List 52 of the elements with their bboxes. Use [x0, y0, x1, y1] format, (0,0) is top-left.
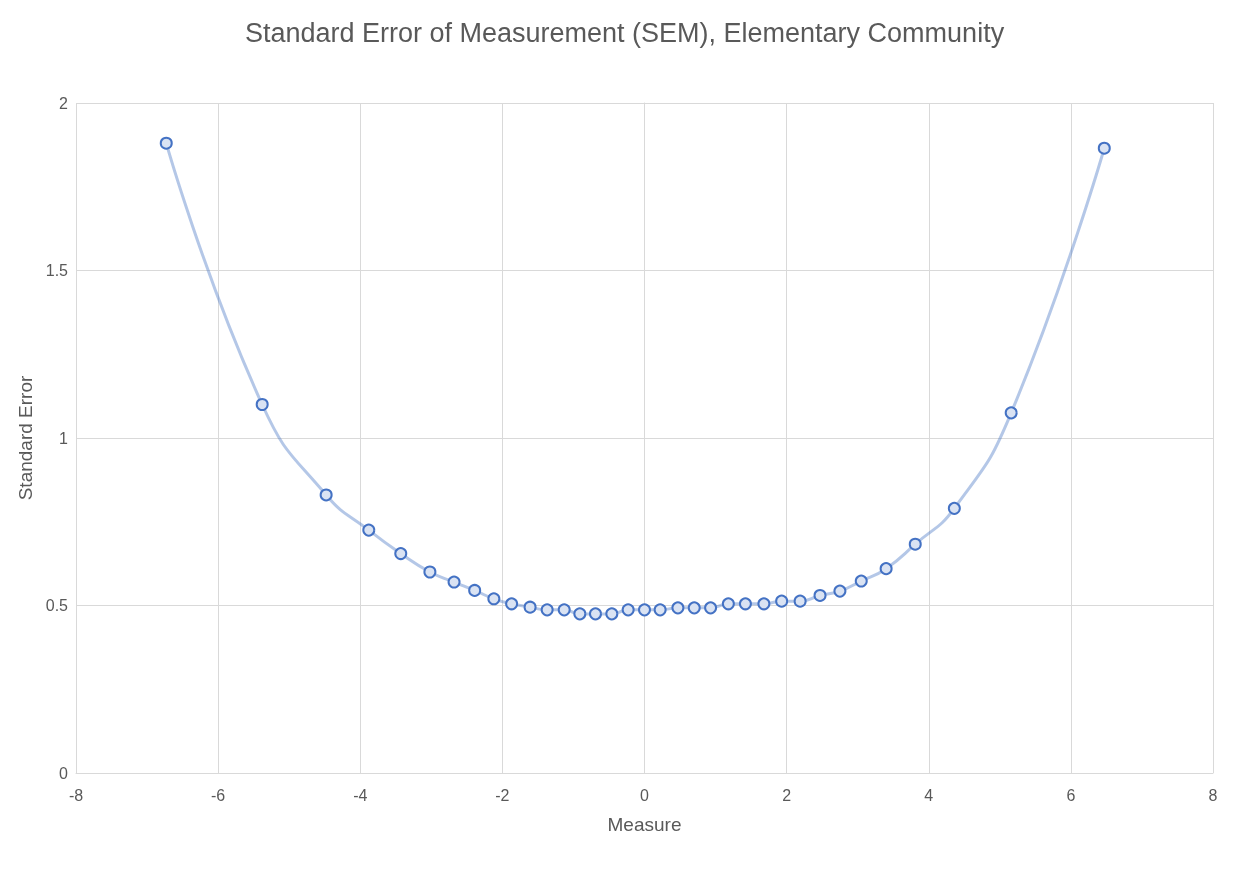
x-tick-label: -2 — [495, 786, 510, 804]
y-tick-label: 2 — [59, 94, 69, 112]
point — [854, 574, 868, 588]
point — [775, 594, 789, 608]
point — [687, 601, 701, 615]
x-tick-label: -8 — [68, 786, 84, 804]
x-tick-label: -4 — [353, 786, 368, 804]
x-tick-label: -6 — [211, 786, 226, 804]
y-tick-label: 1 — [59, 429, 69, 447]
point — [1004, 406, 1018, 420]
point — [573, 607, 587, 621]
y-axis-title: Standard Error — [14, 375, 36, 501]
point — [588, 607, 602, 621]
point — [813, 588, 827, 602]
x-tick-label: 6 — [1066, 786, 1076, 804]
y-tick-label: 1.5 — [45, 262, 69, 279]
point — [638, 603, 651, 617]
point — [423, 565, 437, 579]
point — [540, 603, 554, 617]
point — [879, 562, 893, 576]
x-tick-label: 4 — [924, 786, 934, 804]
point — [908, 537, 922, 551]
point — [255, 398, 269, 411]
point — [704, 601, 718, 615]
point — [833, 584, 847, 598]
point — [362, 523, 376, 537]
point — [605, 607, 619, 621]
x-tick-label: 8 — [1208, 786, 1218, 804]
y-tick-label: 0.5 — [45, 597, 69, 614]
point — [159, 136, 173, 150]
point — [487, 592, 501, 606]
point — [721, 597, 735, 611]
point — [447, 575, 461, 589]
point — [793, 594, 807, 608]
point — [757, 597, 771, 611]
point — [653, 603, 667, 617]
point — [468, 583, 482, 597]
point — [505, 597, 519, 611]
point — [947, 501, 961, 515]
y-tick-label: 0 — [59, 764, 69, 782]
point — [671, 601, 685, 615]
point — [738, 597, 752, 611]
x-tick-label: 2 — [782, 786, 792, 804]
point — [621, 603, 635, 617]
x-tick-label: 0 — [640, 786, 650, 804]
point — [1097, 141, 1111, 155]
point — [557, 603, 571, 617]
point — [394, 547, 408, 561]
point — [319, 488, 333, 502]
chart-title: Standard Error of Measurement (SEM), Elementary Community — [244, 17, 1005, 48]
point — [523, 600, 537, 614]
x-axis-title: Measure — [607, 814, 682, 835]
